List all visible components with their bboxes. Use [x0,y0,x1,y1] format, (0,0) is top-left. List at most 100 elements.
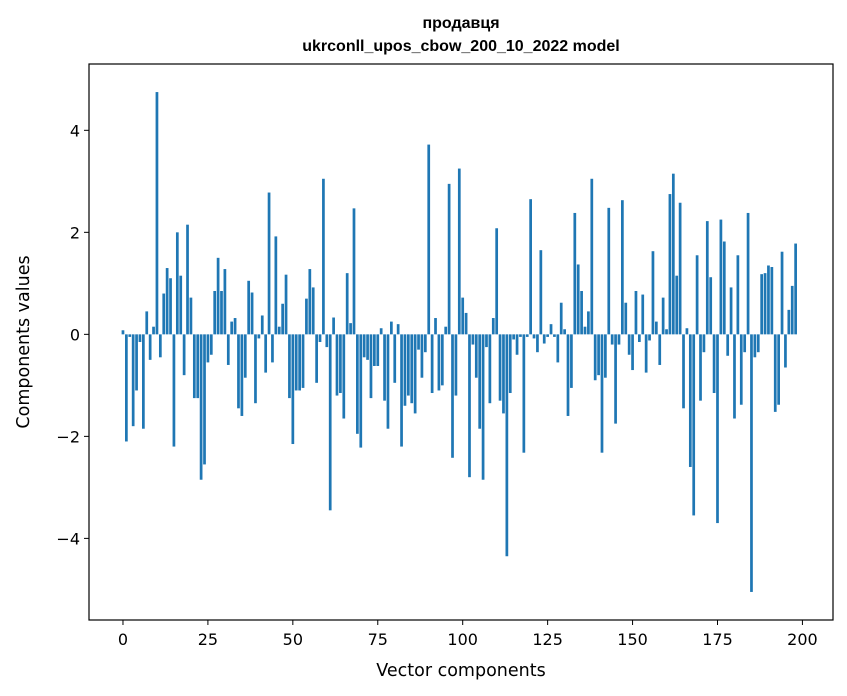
plot-frame [88,63,834,621]
bar-155 [648,334,651,341]
bar-198 [794,243,797,335]
bar-4 [135,334,138,391]
bar-3 [131,334,135,427]
bar-139 [593,334,597,381]
bar-82 [400,334,403,447]
y-axis-label: Components values [14,255,34,428]
bar-22 [196,334,200,399]
bar-158 [658,334,662,365]
bar-133 [573,212,577,335]
bar-14 [169,278,172,335]
bar-0 [121,330,125,335]
bar-135 [580,290,583,335]
x-axis-ticks: 0 25 50 75 100 125 150 175 200 [118,620,818,649]
chart-title-line1: продавця [422,15,499,32]
bar-13 [165,268,169,335]
bar-123 [539,250,543,335]
bar-65 [342,334,346,419]
bar-46 [277,326,281,335]
bar-145 [614,334,617,424]
bar-104 [474,334,478,378]
bar-182 [739,334,743,405]
bar-58 [318,334,322,342]
bar-89 [423,334,427,353]
bar-141 [600,334,604,453]
bar-197 [790,285,794,335]
bar-172 [705,221,709,335]
bar-102 [468,334,471,478]
bar-108 [488,334,492,404]
bar-185 [750,334,753,592]
bar-28 [216,257,220,335]
bar-27 [213,290,217,335]
bar-79 [390,321,393,335]
bar-157 [654,321,658,335]
bar-75 [376,334,380,366]
bar-66 [345,273,349,335]
bar-165 [682,334,685,409]
y-tick-label: −4 [56,529,80,548]
bar-32 [230,321,234,335]
bar-19 [186,224,189,335]
x-tick-label: 100 [447,630,478,649]
bar-112 [502,334,505,414]
bar-37 [247,280,251,335]
bar-16 [175,232,179,335]
bar-137 [587,311,590,335]
y-tick-label: −2 [56,427,80,446]
bar-42 [264,334,268,373]
bar-7 [145,311,149,335]
bar-118 [522,334,526,453]
bar-33 [233,318,237,335]
bar-34 [237,334,240,409]
bar-128 [556,334,560,363]
bar-41 [260,315,264,335]
bar-98 [454,334,458,396]
bar-57 [315,334,318,383]
bar-186 [753,334,757,358]
bar-50 [291,334,295,445]
bar-97 [451,334,454,458]
bar-92 [434,318,437,335]
bar-100 [461,297,465,335]
bar-189 [763,273,767,335]
bar-140 [597,334,600,376]
bar-11 [158,334,162,358]
bar-130 [563,329,566,335]
bar-10 [155,92,159,335]
bar-109 [491,318,495,335]
bar-164 [678,202,682,335]
x-tick-label: 200 [787,630,818,649]
bar-76 [379,328,383,335]
bar-121 [532,334,536,339]
bar-154 [644,334,648,373]
bar-190 [767,265,770,335]
bar-71 [362,334,366,358]
bar-84 [406,334,410,396]
bar-74 [373,334,376,366]
bar-55 [308,269,312,335]
bar-1 [125,334,128,442]
bar-195 [784,334,787,368]
bar-149 [627,334,631,355]
bar-159 [661,297,665,335]
bar-167 [688,334,692,467]
bar-77 [383,334,386,401]
bar-184 [746,212,750,335]
bar-192 [773,334,777,412]
bar-131 [566,334,570,416]
bar-52 [298,334,301,391]
bar-107 [485,334,488,348]
y-tick-label: 4 [70,121,80,140]
bar-173 [709,277,713,335]
bar-62 [332,317,335,335]
bar-178 [726,334,730,356]
bar-187 [756,334,760,353]
bar-5 [138,334,142,342]
bar-95 [444,326,448,335]
bar-162 [671,173,675,335]
bar-48 [284,274,288,335]
bar-43 [267,192,271,335]
bar-99 [457,168,461,335]
bar-150 [631,334,634,371]
